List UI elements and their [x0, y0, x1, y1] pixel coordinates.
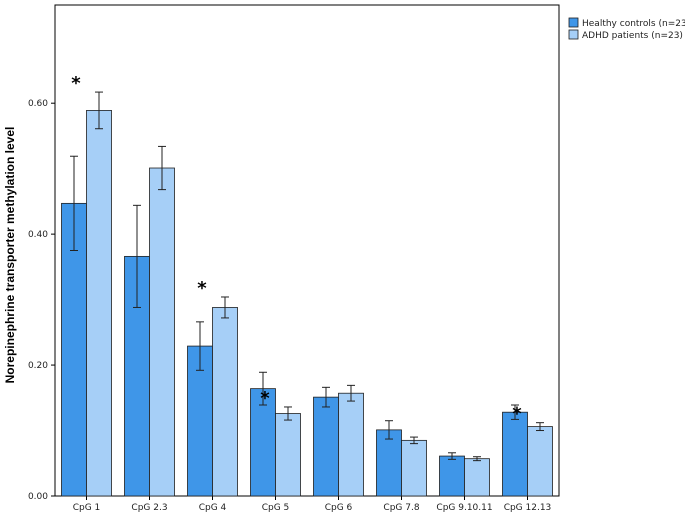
bar [502, 411, 528, 497]
significance-marker: * [71, 73, 81, 94]
bar [275, 413, 301, 497]
significance-marker: * [512, 404, 522, 425]
significance-marker: * [260, 388, 270, 409]
bar [439, 455, 465, 497]
bar [313, 396, 339, 497]
bar [401, 439, 427, 497]
x-tick-label: CpG 9.10.11 [436, 503, 492, 512]
bar [149, 167, 175, 497]
legend-swatch [568, 17, 579, 28]
bar [250, 388, 276, 497]
legend-swatch [568, 29, 579, 40]
y-tick-label: 0.00 [28, 492, 48, 502]
legend: Healthy controls (n=23) ADHD patients (n=… [568, 17, 685, 41]
legend-entry: ADHD patients (n=23) [582, 31, 683, 41]
x-tick-label: CpG 2.3 [131, 503, 167, 512]
y-tick-label: 0.20 [28, 361, 48, 371]
plot-area: 0.00 0.20 0.40 0.60 CpG 1 * CpG 2.3 CpG 4 * CpG 5… [28, 4, 560, 512]
bar [212, 307, 238, 497]
x-tick-label: CpG 5 [262, 503, 290, 512]
y-axis-label: Norepinephrine transporter methylation l… [3, 127, 17, 384]
bar [338, 392, 364, 497]
plot-frame [54, 4, 560, 497]
bar [86, 110, 112, 497]
x-tick-label: CpG 1 [73, 503, 101, 512]
bar [376, 429, 402, 497]
x-tick-label: CpG 4 [199, 503, 227, 512]
significance-marker: * [197, 278, 207, 299]
bar [527, 426, 553, 497]
x-tick-label: CpG 7.8 [383, 503, 419, 512]
x-tick-label: CpG 12.13 [504, 503, 552, 512]
y-tick-label: 0.60 [28, 99, 48, 109]
x-tick-label: CpG 6 [325, 503, 353, 512]
legend-entry: Healthy controls (n=23) [582, 19, 685, 29]
y-tick-label: 0.40 [28, 230, 48, 240]
bar [464, 458, 490, 497]
